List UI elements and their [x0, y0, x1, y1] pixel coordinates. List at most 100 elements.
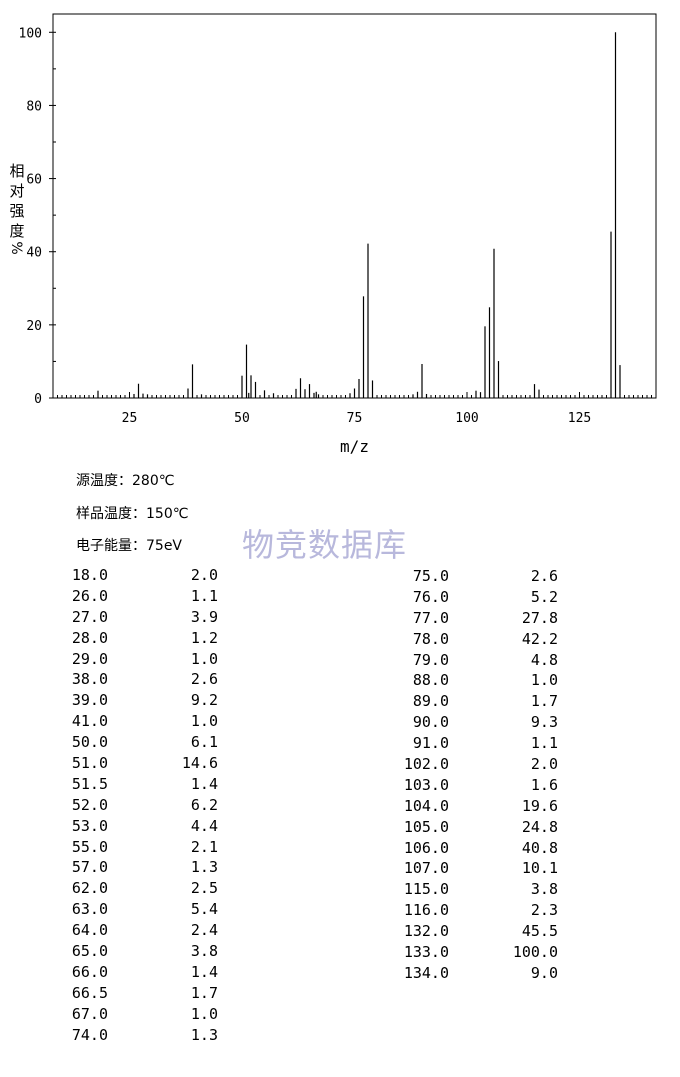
peak-intensity: 2.4: [190, 921, 218, 940]
peak-row: 102.0 2.0: [0, 754, 680, 775]
y-tick-label: 80: [26, 99, 42, 114]
peak-mz: 64.0: [71, 921, 108, 940]
peak-row: 91.0 1.1: [0, 733, 680, 754]
peak-row: 116.0 2.3: [0, 900, 680, 921]
peak-row: 52.0 6.2: [0, 795, 680, 816]
peak-intensity: 1.3: [190, 858, 218, 877]
peak-intensity: 1.0: [530, 671, 558, 690]
peak-intensity: 14.6: [181, 754, 218, 773]
peak-table-right: 75.0 2.6 76.0 5.2 77.0 27.8 78.0 42.2 79.0 4.8 88.…: [0, 566, 680, 984]
peak-mz: 63.0: [71, 900, 108, 919]
y-tick-label: 40: [26, 246, 42, 261]
peak-mz: 115.0: [403, 880, 449, 899]
peak-intensity: 4.4: [190, 816, 218, 835]
peak-row: 90.0 9.3: [0, 712, 680, 733]
peak-mz: 62.0: [71, 879, 108, 898]
peak-row: 66.5 1.7: [0, 983, 680, 1004]
y-axis-label-unit: %: [8, 241, 24, 254]
peak-mz: 66.0: [71, 962, 108, 981]
peak-intensity: 3.9: [190, 607, 218, 626]
peak-row: 104.0 19.6: [0, 796, 680, 817]
peak-mz: 103.0: [403, 775, 449, 794]
peak-row: 67.0 1.0: [0, 1004, 680, 1025]
plot-frame: [52, 13, 657, 399]
peak-row: 27.0 3.9: [0, 607, 680, 628]
peak-row: 133.0 100.0: [0, 942, 680, 963]
peak-row: 50.0 6.1: [0, 732, 680, 753]
peak-intensity: 1.2: [190, 628, 218, 647]
x-tick-label: 25: [122, 411, 138, 426]
peak-row: 132.0 45.5: [0, 921, 680, 942]
peak-mz: 133.0: [403, 943, 449, 962]
peak-row: 77.0 27.8: [0, 608, 680, 629]
peak-mz: 50.0: [71, 733, 108, 752]
peak-intensity: 5.4: [190, 900, 218, 919]
peak-intensity: 19.6: [521, 796, 558, 815]
peak-row: 76.0 5.2: [0, 587, 680, 608]
peak-mz: 79.0: [412, 650, 449, 669]
peak-mz: 51.5: [71, 774, 108, 793]
peak-mz: 18.0: [71, 566, 108, 584]
peak-mz: 77.0: [412, 608, 449, 627]
peak-mz: 105.0: [403, 817, 449, 836]
peak-row: 41.0 1.0: [0, 711, 680, 732]
peak-intensity: 1.0: [190, 649, 218, 668]
peak-intensity: 6.1: [190, 733, 218, 752]
x-tick-label: 125: [568, 411, 591, 426]
peak-row: 53.0 4.4: [0, 816, 680, 837]
peak-row: 115.0 3.8: [0, 879, 680, 900]
peak-row: 74.0 1.3: [0, 1025, 680, 1046]
x-axis-label: m/z: [340, 437, 369, 456]
peak-row: 88.0 1.0: [0, 670, 680, 691]
peak-intensity: 4.8: [530, 650, 558, 669]
peak-intensity: 2.0: [530, 755, 558, 774]
peak-mz: 78.0: [412, 629, 449, 648]
y-tick-label: 20: [26, 319, 42, 334]
peak-row: 66.0 1.4: [0, 962, 680, 983]
peak-intensity: 27.8: [521, 608, 558, 627]
peak-intensity: 2.0: [190, 566, 218, 584]
peak-mz: 55.0: [71, 837, 108, 856]
electron-energy: 电子能量：75eV: [76, 538, 183, 554]
peak-intensity: 3.8: [530, 880, 558, 899]
peak-mz: 91.0: [412, 734, 449, 753]
peak-intensity: 1.0: [190, 712, 218, 731]
x-tick-label: 100: [455, 411, 478, 426]
peak-intensity: 100.0: [512, 943, 558, 962]
peak-mz: 52.0: [71, 795, 108, 814]
peak-mz: 41.0: [71, 712, 108, 731]
sample-temperature: 样品温度：150℃: [76, 506, 189, 522]
peak-intensity: 1.4: [190, 774, 218, 793]
peak-row: 51.0 14.6: [0, 753, 680, 774]
peak-intensity: 6.2: [190, 795, 218, 814]
peak-intensity: 10.1: [521, 859, 558, 878]
y-axis-label-char: 强: [9, 202, 24, 220]
peak-mz: 26.0: [71, 586, 108, 605]
peak-row: 26.0 1.1: [0, 586, 680, 607]
peak-intensity: 5.2: [530, 587, 558, 606]
peak-row: 39.0 9.2: [0, 690, 680, 711]
peak-intensity: 45.5: [521, 922, 558, 941]
peak-intensity: 1.1: [530, 734, 558, 753]
peak-mz: 53.0: [71, 816, 108, 835]
peak-intensity: 1.7: [530, 692, 558, 711]
peak-mz: 76.0: [412, 587, 449, 606]
peak-row: 106.0 40.8: [0, 838, 680, 859]
peak-intensity: 2.5: [190, 879, 218, 898]
peak-row: 105.0 24.8: [0, 817, 680, 838]
peak-intensity: 24.8: [521, 817, 558, 836]
peak-row: 134.0 9.0: [0, 963, 680, 984]
peak-row: 57.0 1.3: [0, 857, 680, 878]
y-tick-label: 100: [19, 26, 42, 41]
y-tick-label: 0: [34, 392, 42, 407]
peak-row: 18.0 2.0: [0, 565, 680, 586]
peak-intensity: 42.2: [521, 629, 558, 648]
peak-mz: 134.0: [403, 963, 449, 982]
peak-intensity: 9.0: [530, 963, 558, 982]
peak-mz: 65.0: [71, 942, 108, 961]
peak-row: 55.0 2.1: [0, 837, 680, 858]
peak-intensity: 1.4: [190, 962, 218, 981]
peak-row: 63.0 5.4: [0, 899, 680, 920]
peak-intensity: 1.0: [190, 1004, 218, 1023]
